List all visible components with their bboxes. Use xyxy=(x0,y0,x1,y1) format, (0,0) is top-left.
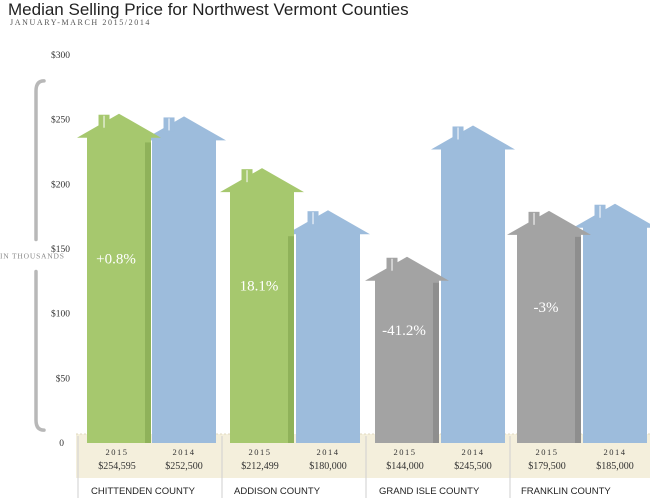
year-label-2015: 2015 xyxy=(106,447,129,457)
year-label-2014: 2014 xyxy=(317,447,340,457)
value-label-2015: $254,595 xyxy=(98,461,136,472)
year-label-2014: 2014 xyxy=(173,447,196,457)
value-label-2015: $212,499 xyxy=(241,461,279,472)
y-tick-label: $50 xyxy=(56,373,71,384)
house-2015 xyxy=(507,210,591,443)
y-axis-label: IN THOUSANDS xyxy=(0,251,65,260)
value-label-2014: $245,500 xyxy=(454,461,492,472)
house-seam xyxy=(575,236,581,443)
value-label-2014: $180,000 xyxy=(309,461,347,472)
house-2014 xyxy=(431,125,515,443)
county-label: FRANKLIN COUNTY xyxy=(521,486,611,497)
chart-subtitle: JANUARY-MARCH 2015/2014 xyxy=(10,18,152,27)
value-label-2014: $185,000 xyxy=(596,461,634,472)
house-2015 xyxy=(77,113,161,443)
value-label-2014: $252,500 xyxy=(165,461,203,472)
house-seam xyxy=(288,236,294,443)
house-seam xyxy=(145,142,151,443)
change-label: 18.1% xyxy=(240,279,279,295)
y-tick-label: $100 xyxy=(51,309,70,320)
y-tick-label: $250 xyxy=(51,115,70,126)
change-label: +0.8% xyxy=(96,251,136,267)
house-seam xyxy=(433,282,439,443)
house-2015 xyxy=(220,168,304,443)
year-label-2014: 2014 xyxy=(462,447,485,457)
y-tick-label: 0 xyxy=(59,439,64,449)
county-label: ADDISON COUNTY xyxy=(234,486,321,497)
year-label-2015: 2015 xyxy=(394,447,417,457)
year-label-2015: 2015 xyxy=(536,447,559,457)
year-label-2014: 2014 xyxy=(604,447,627,457)
county-label: CHITTENDEN COUNTY xyxy=(91,486,196,497)
value-label-2015: $179,500 xyxy=(528,461,566,472)
y-tick-label: $200 xyxy=(51,179,70,190)
value-label-2015: $144,000 xyxy=(386,461,424,472)
house-2015 xyxy=(365,256,449,443)
house-2014 xyxy=(142,116,226,443)
axis-brace-bottom xyxy=(34,269,46,432)
y-tick-label: $150 xyxy=(51,244,70,255)
change-label: -41.2% xyxy=(382,323,426,339)
chart-title: Median Selling Price for Northwest Vermo… xyxy=(8,0,409,19)
house-2014 xyxy=(286,210,370,443)
county-label: GRAND ISLE COUNTY xyxy=(379,486,480,497)
change-label: -3% xyxy=(534,300,559,316)
axis-brace-top xyxy=(34,79,46,242)
house-2014 xyxy=(573,203,650,443)
year-label-2015: 2015 xyxy=(249,447,272,457)
y-tick-label: $300 xyxy=(51,50,70,61)
